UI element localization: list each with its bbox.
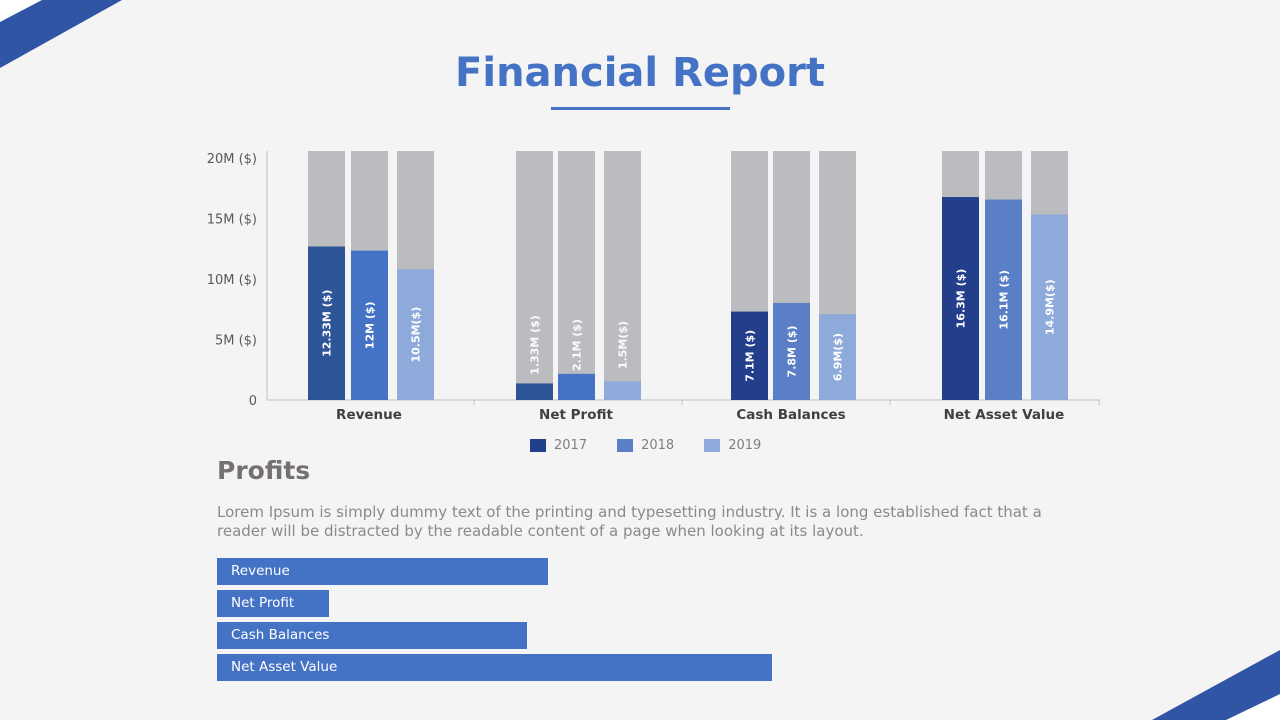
- corner-decoration-bottom-right: [1152, 650, 1280, 720]
- x-category-label: Net Profit: [539, 407, 613, 423]
- bar-2017: [308, 246, 345, 400]
- bar-data-label: 16.1M ($): [998, 270, 1011, 330]
- legend-swatch-2018: [617, 439, 634, 452]
- bar-data-label: 6.9M($): [832, 333, 845, 381]
- bar-2018: [985, 199, 1022, 400]
- bar-2019: [819, 314, 856, 400]
- y-tick-label: 20M ($): [207, 152, 257, 167]
- profit-bar-cash-balances: Cash Balances: [217, 622, 527, 649]
- x-category-label: Revenue: [336, 407, 402, 423]
- bar-2019: [397, 269, 434, 400]
- legend-label-2017: 2017: [554, 438, 588, 453]
- bar-data-label: 14.9M($): [1044, 279, 1057, 335]
- y-tick-label: 15M ($): [207, 213, 257, 228]
- legend-item-2017: 2017: [530, 438, 587, 453]
- bar-2019: [1031, 214, 1068, 400]
- y-tick-label: 0: [249, 394, 257, 409]
- profits-bar-list: Revenue Net Profit Cash Balances Net Ass…: [217, 558, 772, 686]
- bar-data-label: 1.33M ($): [529, 315, 542, 375]
- legend-label-2019: 2019: [728, 438, 762, 453]
- legend-swatch-2017: [530, 439, 546, 452]
- profits-heading: Profits: [217, 456, 311, 485]
- bar-data-label: 16.3M ($): [955, 269, 968, 329]
- chart-legend: 2017 2018 2019: [530, 438, 761, 453]
- x-category-label: Cash Balances: [736, 407, 845, 423]
- x-category-label: Net Asset Value: [944, 407, 1065, 423]
- profit-bar-label: Net Profit: [231, 595, 295, 611]
- title-underline: [551, 107, 730, 110]
- y-tick-label: 5M ($): [215, 334, 257, 349]
- profits-description: Lorem Ipsum is simply dummy text of the …: [217, 503, 1042, 540]
- page-title: Financial Report: [455, 50, 825, 96]
- bar-2017: [731, 311, 768, 400]
- profit-bar-label: Net Asset Value: [231, 659, 338, 675]
- legend-item-2019: 2019: [704, 438, 761, 453]
- bar-background: [558, 151, 595, 400]
- corner-decoration-top-left: [0, 0, 122, 68]
- bar-data-label: 7.8M ($): [786, 325, 799, 377]
- profit-bar-net-profit: Net Profit: [217, 590, 329, 617]
- bar-2017: [942, 197, 979, 400]
- bar-2018: [773, 302, 810, 400]
- bar-background: [516, 151, 553, 400]
- legend-item-2018: 2018: [617, 438, 674, 453]
- bar-data-label: 12M ($): [364, 301, 377, 349]
- bar-data-label: 12.33M ($): [321, 290, 334, 357]
- bar-data-label: 7.1M ($): [744, 330, 757, 382]
- y-tick-label: 10M ($): [207, 273, 257, 288]
- legend-swatch-2019: [704, 439, 721, 452]
- profit-bar-revenue: Revenue: [217, 558, 548, 585]
- bar-data-label: 2.1M ($): [571, 319, 584, 371]
- profit-bar-net-asset-value: Net Asset Value: [217, 654, 772, 681]
- bar-2017: [516, 383, 553, 400]
- bar-2019: [604, 381, 641, 400]
- bar-background: [604, 151, 641, 400]
- financial-bar-chart: 0 5M ($) 10M ($) 15M ($) 20M ($) 12.33M ($) 12…: [207, 151, 1100, 423]
- bar-data-label: 1.5M($): [617, 321, 630, 369]
- profit-bar-label: Revenue: [231, 563, 290, 579]
- bar-data-label: 10.5M($): [410, 307, 423, 363]
- profit-bar-label: Cash Balances: [231, 627, 330, 643]
- bar-2018: [351, 250, 388, 400]
- legend-label-2018: 2018: [641, 438, 675, 453]
- bar-2018: [558, 373, 595, 400]
